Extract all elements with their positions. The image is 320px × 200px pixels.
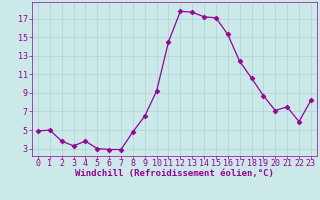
X-axis label: Windchill (Refroidissement éolien,°C): Windchill (Refroidissement éolien,°C)	[75, 169, 274, 178]
